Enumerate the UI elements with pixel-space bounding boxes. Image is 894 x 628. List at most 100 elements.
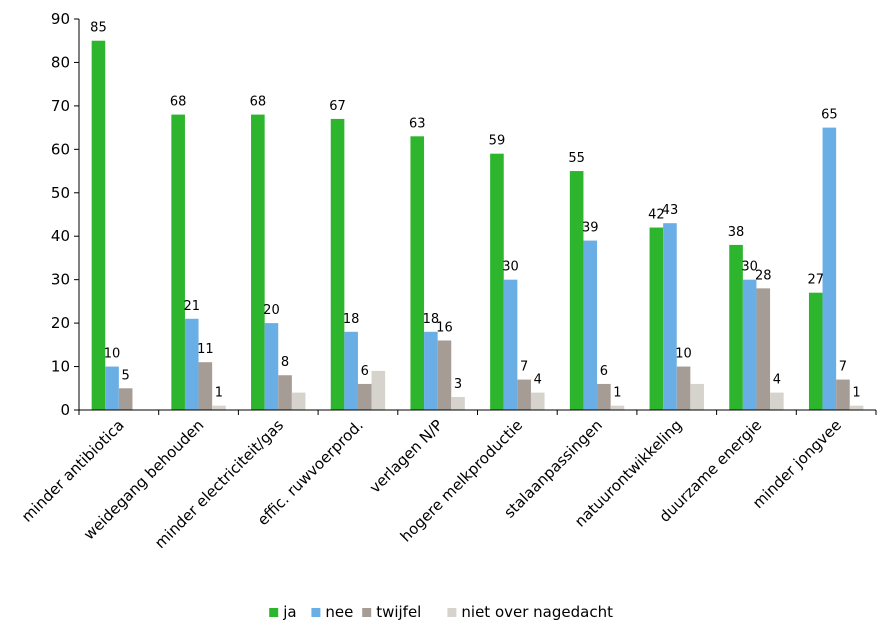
data-label: 43	[662, 203, 679, 218]
bar-nee	[184, 318, 199, 410]
data-label: 63	[409, 116, 426, 131]
data-label: 68	[250, 95, 267, 110]
y-tick-label: 10	[51, 358, 70, 376]
bar-ja	[490, 153, 504, 410]
bar-niet-over-nagedacht	[770, 392, 784, 410]
data-labels: 8510568211116820867186631816359307455396…	[90, 21, 861, 401]
data-label: 65	[821, 108, 838, 123]
bar-twijfel	[836, 379, 850, 410]
data-label: 6	[600, 364, 608, 379]
data-label: 7	[839, 360, 847, 375]
bar-niet-over-nagedacht	[212, 405, 226, 410]
bar-twijfel	[597, 383, 611, 410]
data-label: 28	[755, 268, 772, 283]
legend-swatch	[311, 608, 321, 617]
data-label: 39	[582, 221, 599, 236]
bar-ja	[808, 292, 823, 410]
bar-niet-over-nagedacht	[530, 392, 545, 410]
bar-niet-over-nagedacht	[451, 396, 465, 410]
bar-ja	[251, 114, 265, 411]
bar-nee	[424, 331, 438, 410]
y-tick-label: 20	[51, 314, 70, 332]
data-label: 1	[613, 386, 621, 401]
y-tick-label: 70	[51, 97, 70, 115]
legend-label: nee	[325, 603, 353, 621]
bar-nee	[105, 366, 119, 410]
bar-twijfel	[676, 366, 691, 410]
category-label: minder electriciteit/gas	[151, 416, 287, 552]
y-tick-label: 30	[51, 271, 70, 289]
legend: ja nee twijfel niet over nagedacht	[269, 603, 613, 621]
data-label: 6	[361, 364, 369, 379]
legend-label: twijfel	[376, 603, 421, 621]
category-label: verlagen N/P	[366, 416, 447, 497]
data-label: 21	[183, 299, 200, 314]
bar-niet-over-nagedacht	[849, 405, 864, 410]
bar-twijfel	[278, 375, 292, 410]
legend-swatch	[362, 608, 372, 617]
data-label: 4	[534, 373, 542, 388]
data-label: 11	[197, 342, 214, 357]
bar-nee	[264, 323, 279, 410]
bars	[91, 40, 864, 411]
data-label: 7	[520, 360, 528, 375]
data-label: 38	[728, 225, 745, 240]
y-tick-label: 90	[51, 10, 70, 28]
legend-label: ja	[282, 603, 296, 621]
data-label: 18	[423, 312, 440, 327]
bar-twijfel	[517, 379, 531, 410]
data-label: 4	[773, 373, 781, 388]
bar-ja	[410, 136, 425, 411]
bar-twijfel	[118, 388, 133, 410]
bar-niet-over-nagedacht	[371, 370, 386, 410]
data-label: 55	[568, 151, 585, 166]
data-label: 1	[215, 386, 223, 401]
data-label: 30	[502, 260, 519, 275]
legend-swatch	[269, 608, 279, 617]
data-label: 42	[648, 208, 665, 223]
bar-ja	[649, 227, 664, 410]
bar-nee	[503, 279, 518, 410]
bar-twijfel	[756, 288, 771, 410]
data-label: 85	[90, 21, 107, 36]
bar-ja	[171, 114, 185, 411]
bar-ja	[569, 171, 584, 410]
data-label: 67	[329, 99, 346, 114]
bar-ja	[330, 118, 345, 410]
bar-nee	[344, 331, 358, 410]
y-tick-label: 50	[51, 184, 70, 202]
bar-twijfel	[198, 362, 213, 410]
y-tick-label: 60	[51, 140, 70, 158]
bar-twijfel	[437, 340, 452, 410]
legend-label: niet over nagedacht	[461, 603, 613, 621]
bar-niet-over-nagedacht	[610, 405, 625, 410]
data-label: 3	[454, 377, 462, 392]
data-label: 30	[741, 260, 758, 275]
bar-niet-over-nagedacht	[690, 383, 704, 410]
data-label: 10	[104, 347, 121, 362]
data-label: 5	[122, 368, 130, 383]
legend-swatch	[447, 608, 457, 617]
data-label: 18	[343, 312, 360, 327]
bar-ja	[729, 244, 743, 410]
bar-nee	[822, 127, 837, 410]
data-label: 27	[807, 273, 824, 288]
y-tick-label: 80	[51, 53, 70, 71]
y-tick-label: 40	[51, 227, 70, 245]
data-label: 8	[281, 355, 289, 370]
data-label: 1	[852, 386, 860, 401]
data-label: 68	[170, 95, 187, 110]
bar-nee	[663, 223, 677, 410]
bar-nee	[742, 279, 757, 410]
y-axis: 0 10 20 30 40 50 60 70 80 90	[51, 10, 80, 419]
bar-nee	[583, 240, 598, 410]
data-label: 20	[263, 303, 280, 318]
bar-niet-over-nagedacht	[291, 392, 306, 410]
data-label: 59	[489, 134, 506, 149]
data-label: 10	[675, 347, 692, 362]
bar-ja	[91, 40, 106, 410]
data-label: 16	[436, 320, 453, 335]
y-tick-label: 0	[60, 401, 70, 419]
